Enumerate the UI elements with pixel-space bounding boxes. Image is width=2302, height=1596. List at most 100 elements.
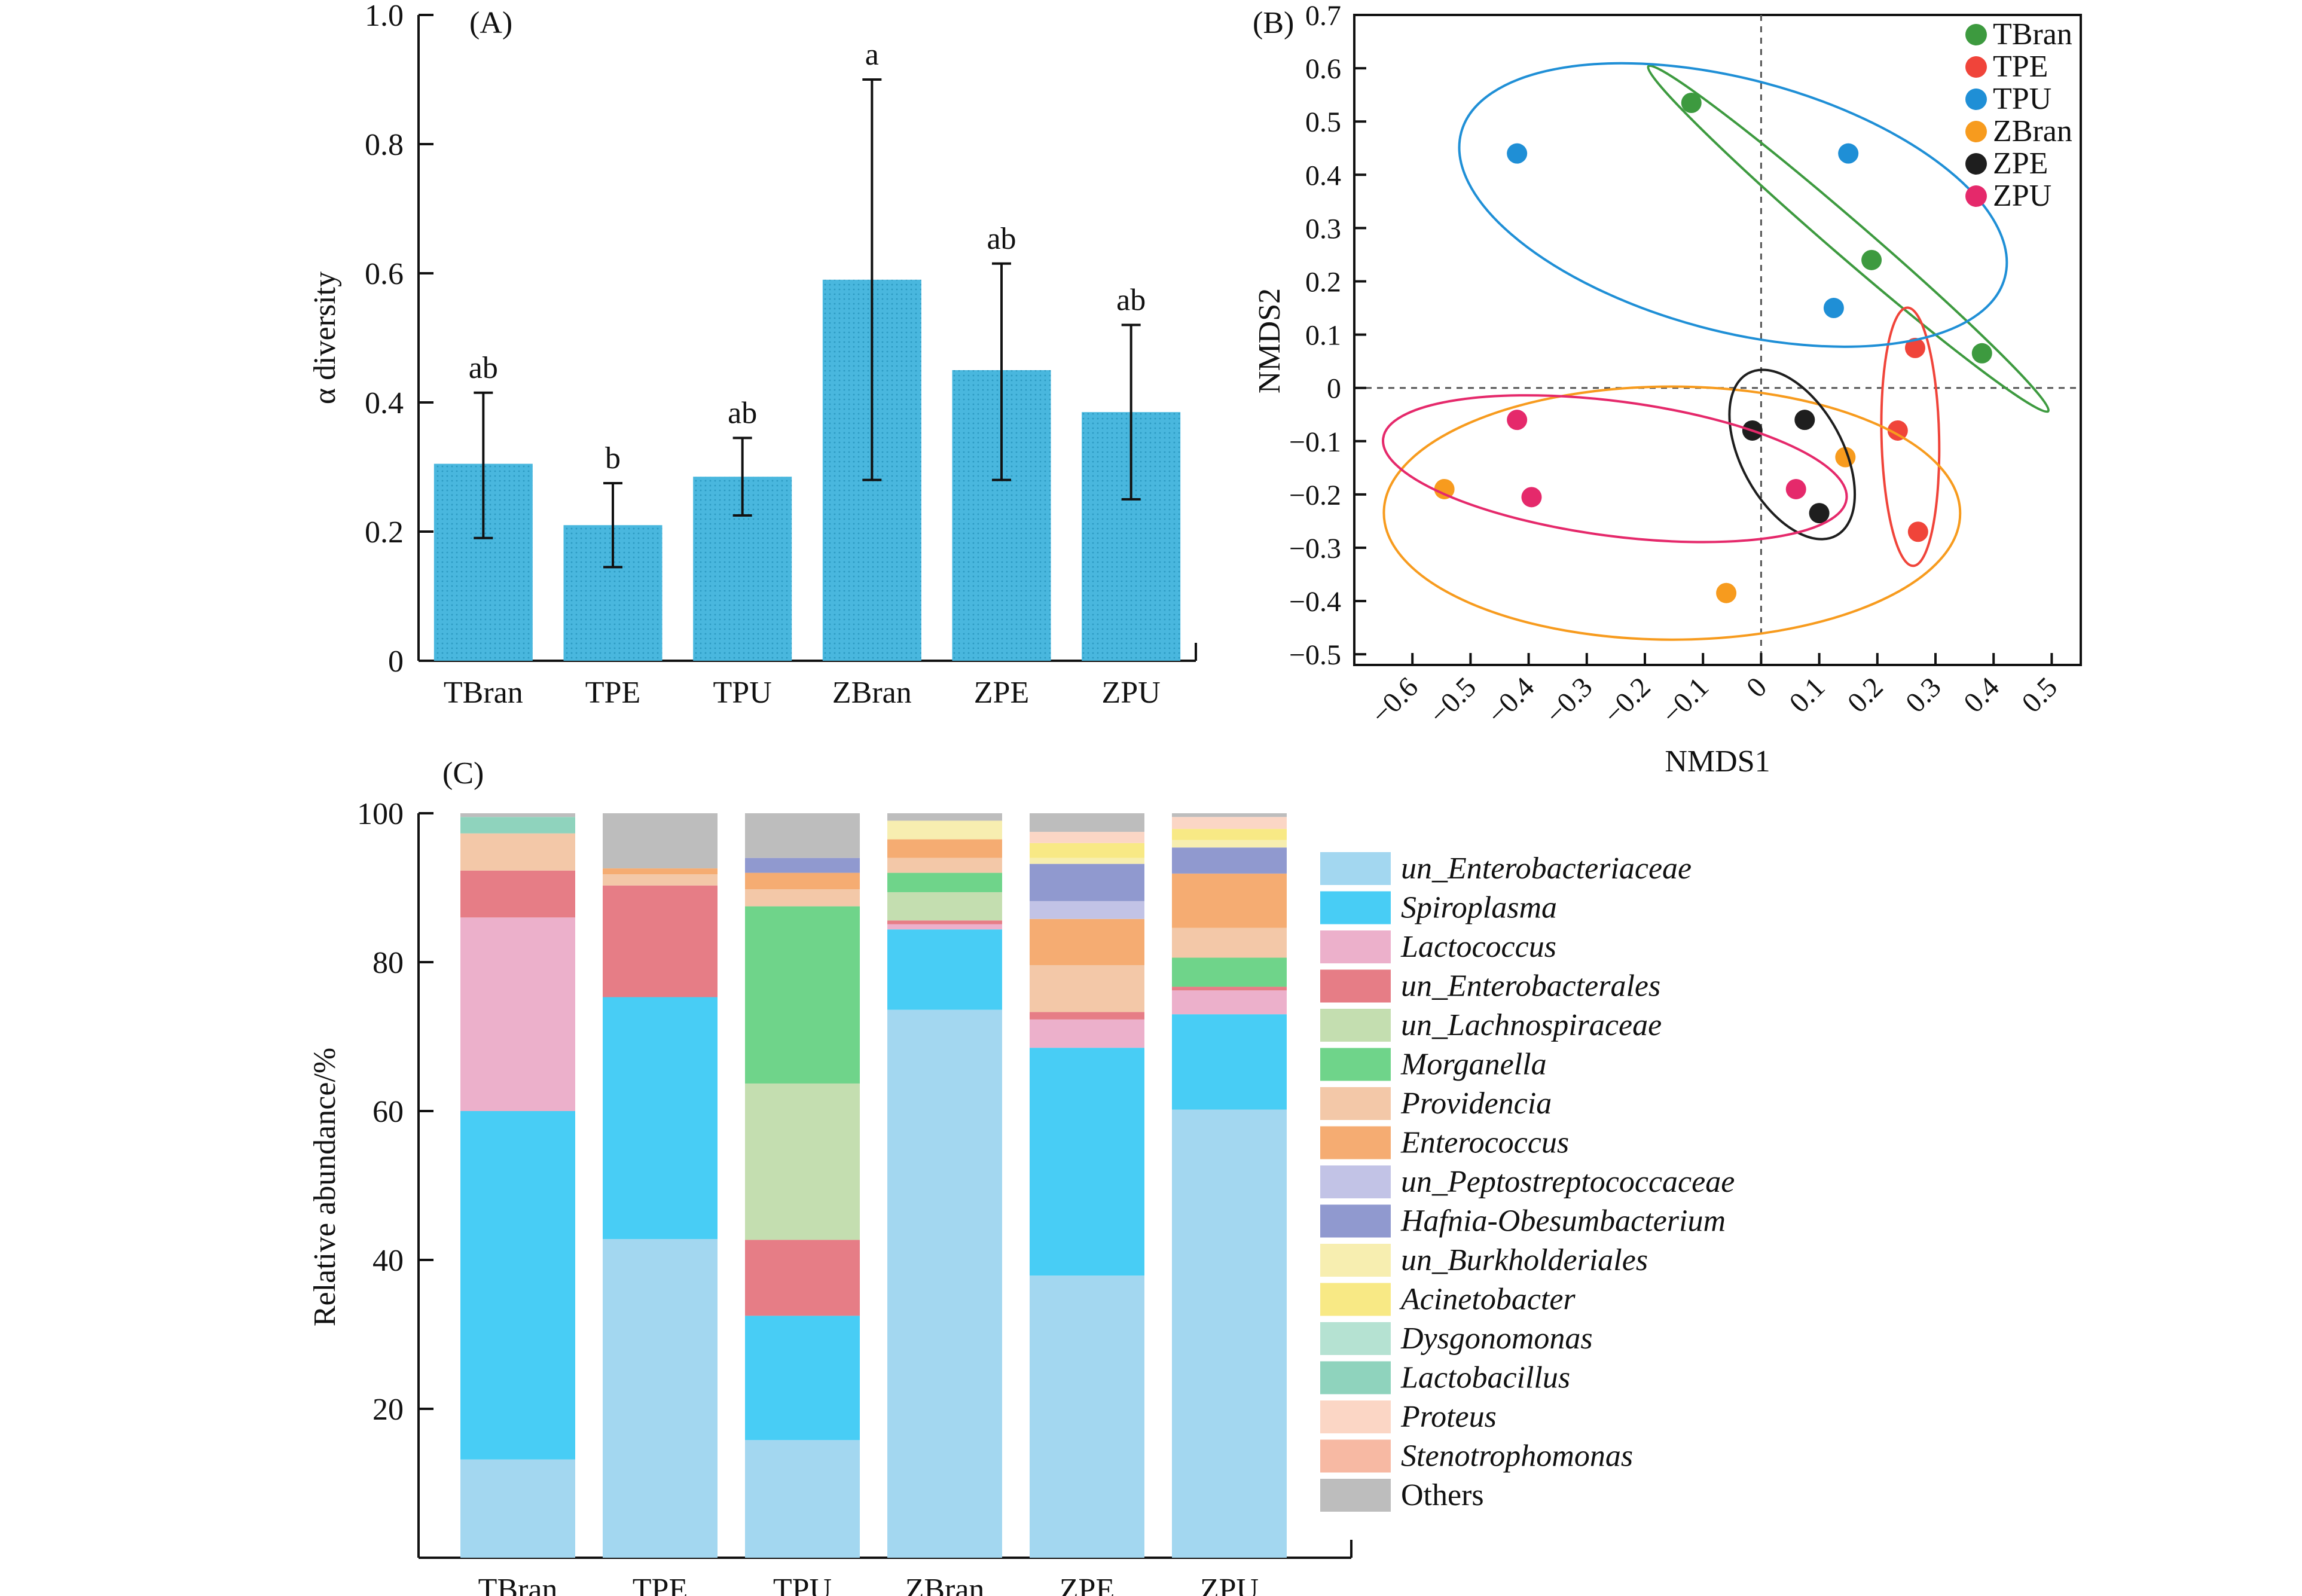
x-tick-label: 0.1 [1783, 671, 1831, 719]
y-tick-label: 0.4 [365, 386, 404, 420]
segment-zpe-un-burkholderiales [1030, 857, 1144, 864]
segment-zpu-enterococcus [1172, 873, 1287, 928]
legend-swatch-hafnia-obesumbacterium [1320, 1204, 1391, 1238]
point-zpe [1794, 410, 1815, 431]
legend-swatch-un-peptostreptococcaceae [1320, 1165, 1391, 1198]
segment-tbran-providencia [460, 833, 575, 871]
segment-tbran-others [460, 813, 575, 817]
segment-zbran-enterococcus [887, 839, 1002, 858]
x-tick-label: 0.4 [1958, 671, 2005, 719]
y-tick-label: 20 [373, 1393, 404, 1427]
legend-marker-tbran [1965, 24, 1987, 45]
segment-tpu-others [745, 813, 860, 858]
point-zpu [1785, 478, 1806, 499]
x-tick-label-zpu: ZPU [1200, 1573, 1259, 1596]
legend-marker-tpe [1965, 56, 1987, 78]
segment-zbran-morganella [887, 872, 1002, 892]
segment-zpu-spiroplasma [1172, 1014, 1287, 1110]
y-tick-label: 0.6 [365, 257, 404, 291]
segment-tpe-providencia [603, 874, 718, 886]
segment-tpu-un-enterobacterales [745, 1240, 860, 1316]
segment-zpu-morganella [1172, 957, 1287, 987]
x-tick-label-zbran: ZBran [905, 1573, 985, 1596]
legend-label-tbran: TBran [1993, 17, 2072, 51]
significance-letter-zpu: ab [1116, 283, 1146, 317]
segment-zpu-un-burkholderiales [1172, 840, 1287, 848]
legend-label-zpe: ZPE [1993, 147, 2048, 181]
x-tick-label: 0.3 [1900, 671, 1947, 719]
segment-tpu-un-enterobacteriaceae [745, 1440, 860, 1558]
segment-zpu-proteus [1172, 817, 1287, 829]
y-axis-label: Relative abundance/% [308, 1048, 342, 1326]
legend-label-spiroplasma: Spiroplasma [1401, 891, 1557, 925]
segment-zpu-un-enterobacterales [1172, 987, 1287, 991]
y-tick-label: 0.2 [365, 515, 404, 550]
legend-label-zpu: ZPU [1993, 179, 2051, 213]
legend-swatch-proteus [1320, 1400, 1391, 1433]
point-zpu [1521, 487, 1542, 508]
legend-swatch-morganella [1320, 1048, 1391, 1081]
segment-tbran-lactobacillus [460, 817, 575, 834]
point-tbran [1971, 343, 1992, 364]
legend-marker-zpe [1965, 153, 1987, 175]
point-zbran [1716, 582, 1737, 603]
panel-label-b: (B) [1253, 6, 1294, 40]
ellipse-tpe [1880, 306, 1941, 567]
segment-zbran-lactococcus [887, 924, 1002, 930]
segment-tpu-spiroplasma [745, 1316, 860, 1441]
segment-zpe-un-enterobacteriaceae [1030, 1275, 1144, 1558]
x-tick-label: −0.2 [1598, 671, 1657, 730]
segment-tpu-providencia [745, 889, 860, 907]
segment-zbran-un-lachnospiraceae [887, 892, 1002, 921]
segment-zpe-proteus [1030, 832, 1144, 843]
point-tbran [1681, 93, 1702, 114]
x-tick-label-tpe: TPE [633, 1573, 688, 1596]
y-tick-label: 0.2 [1305, 266, 1341, 298]
x-tick-label: −0.6 [1365, 671, 1424, 730]
legend-label-un-enterobacteriaceae: un_Enterobacteriaceae [1401, 852, 1692, 886]
legend-label-hafnia-obesumbacterium: Hafnia-Obesumbacterium [1400, 1204, 1726, 1238]
segment-tbran-un-enterobacterales [460, 870, 575, 918]
y-tick-label: −0.3 [1289, 533, 1341, 564]
y-tick-label: 0 [388, 645, 404, 679]
x-tick-label-tpe: TPE [585, 676, 640, 710]
legend-swatch-others [1320, 1479, 1391, 1512]
panel-c-stacked-bar-chart: 20 40 60 80 100 Relative abundance/% (C) TBran T… [308, 756, 1735, 1596]
segment-zpe-un-enterobacterales [1030, 1012, 1144, 1020]
legend-swatch-dysgonomonas [1320, 1322, 1391, 1355]
legend-label-un-enterobacterales: un_Enterobacterales [1401, 969, 1660, 1003]
segment-tbran-spiroplasma [460, 1111, 575, 1460]
legend-swatch-stenotrophomonas [1320, 1439, 1391, 1473]
y-tick-label: 40 [373, 1244, 404, 1278]
segment-zpu-acinetobacter [1172, 829, 1287, 840]
significance-letter-tbran: ab [469, 351, 498, 385]
legend-marker-tpu [1965, 89, 1987, 110]
y-tick-label: 0.3 [1305, 213, 1341, 245]
segment-tpu-un-lachnospiraceae [745, 1083, 860, 1240]
point-zpe [1809, 503, 1830, 524]
panel-label-a: (A) [469, 6, 512, 40]
significance-letter-tpu: ab [728, 396, 757, 430]
x-tick-label-tpu: TPU [773, 1573, 832, 1596]
point-zbran [1434, 478, 1455, 499]
panel-label-c: (C) [442, 756, 484, 791]
legend-label-zbran: ZBran [1993, 114, 2072, 148]
legend-swatch-acinetobacter [1320, 1283, 1391, 1316]
legend-label-un-lachnospiraceae: un_Lachnospiraceae [1401, 1008, 1662, 1042]
segment-zpe-hafnia-obesumbacterium [1030, 863, 1144, 901]
x-tick-label: −0.4 [1481, 671, 1540, 730]
legend-label-others: Others [1401, 1478, 1484, 1512]
y-tick-label: 0.6 [1305, 53, 1341, 85]
segment-zpu-hafnia-obesumbacterium [1172, 847, 1287, 874]
legend-swatch-un-enterobacteriaceae [1320, 852, 1391, 885]
segment-zpe-enterococcus [1030, 918, 1144, 965]
legend-label-tpu: TPU [1993, 82, 2051, 116]
x-tick-label-zpe: ZPE [974, 676, 1029, 710]
legend-swatch-lactobacillus [1320, 1361, 1391, 1394]
segment-zbran-un-enterobacterales [887, 920, 1002, 924]
legend-marker-zbran [1965, 121, 1987, 142]
x-tick-label: 0.2 [1842, 671, 1889, 719]
segment-tbran-lactococcus [460, 917, 575, 1111]
point-tpe [1907, 521, 1928, 542]
